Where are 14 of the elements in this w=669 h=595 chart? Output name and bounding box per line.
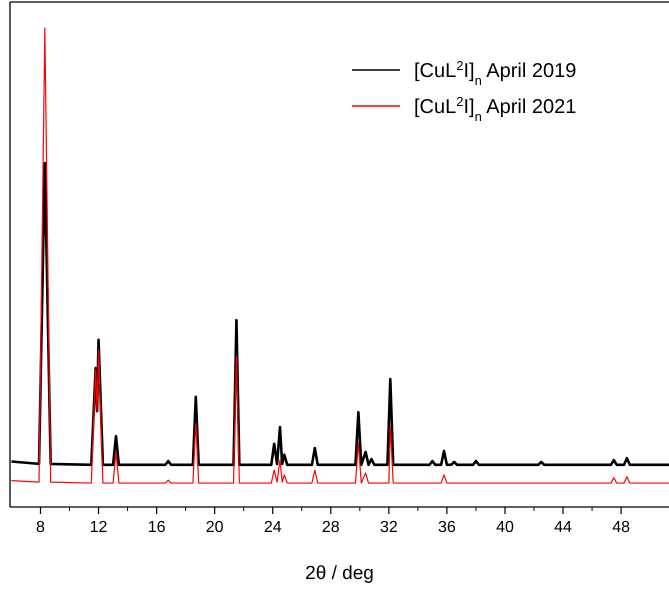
x-tick-label: 24 xyxy=(264,519,282,536)
x-tick-label: 12 xyxy=(90,519,108,536)
x-tick-label: 44 xyxy=(554,519,572,536)
x-tick-label: 8 xyxy=(36,519,46,536)
x-tick-label: 32 xyxy=(380,519,398,536)
x-tick-label: 16 xyxy=(148,519,166,536)
x-tick-label: 20 xyxy=(206,519,224,536)
x-tick-label: 48 xyxy=(612,519,630,536)
legend-label: [CuL$^{2}$I]$_{n}$ April 2021 xyxy=(414,94,576,124)
x-tick-label: 36 xyxy=(438,519,456,536)
x-axis-title: 2θ / deg xyxy=(305,563,374,584)
legend-label: [CuL$^{2}$I]$_{n}$ April 2019 xyxy=(414,58,576,88)
x-tick-label: 28 xyxy=(322,519,340,536)
x-tick-label: 40 xyxy=(496,519,514,536)
